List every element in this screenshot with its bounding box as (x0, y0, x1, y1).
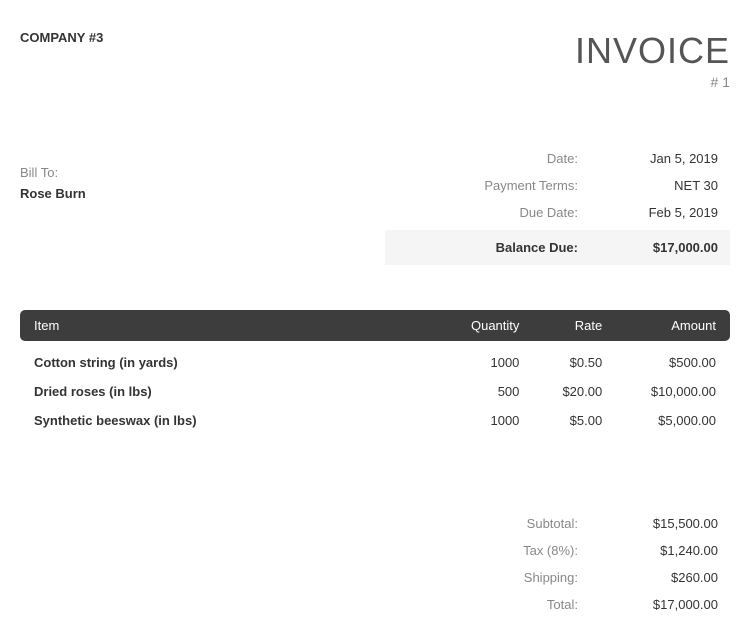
cell-item: Dried roses (in lbs) (20, 377, 440, 406)
table-row: Synthetic beeswax (in lbs) 1000 $5.00 $5… (20, 406, 730, 435)
info-section: Bill To: Rose Burn Date: Jan 5, 2019 Pay… (20, 145, 730, 265)
total-row: Total: $17,000.00 (385, 591, 730, 618)
cell-quantity: 1000 (440, 406, 533, 435)
table-header-row: Item Quantity Rate Amount (20, 310, 730, 341)
cell-quantity: 500 (440, 377, 533, 406)
cell-amount: $10,000.00 (616, 377, 730, 406)
meta-due-value: Feb 5, 2019 (618, 205, 718, 220)
cell-quantity: 1000 (440, 341, 533, 377)
subtotal-value: $15,500.00 (618, 516, 718, 531)
th-amount: Amount (616, 310, 730, 341)
totals-section: Subtotal: $15,500.00 Tax (8%): $1,240.00… (20, 510, 730, 618)
cell-rate: $0.50 (533, 341, 616, 377)
meta-terms-row: Payment Terms: NET 30 (385, 172, 730, 199)
meta-due-row: Due Date: Feb 5, 2019 (385, 199, 730, 226)
total-value: $17,000.00 (618, 597, 718, 612)
cell-item: Synthetic beeswax (in lbs) (20, 406, 440, 435)
bill-to: Bill To: Rose Burn (20, 145, 86, 201)
total-label: Total: (385, 597, 618, 612)
cell-amount: $5,000.00 (616, 406, 730, 435)
balance-value: $17,000.00 (618, 240, 718, 255)
balance-label: Balance Due: (385, 240, 618, 255)
meta-date-row: Date: Jan 5, 2019 (385, 145, 730, 172)
meta-terms-label: Payment Terms: (385, 178, 618, 193)
items-table: Item Quantity Rate Amount Cotton string … (20, 310, 730, 435)
totals-block: Subtotal: $15,500.00 Tax (8%): $1,240.00… (385, 510, 730, 618)
shipping-row: Shipping: $260.00 (385, 564, 730, 591)
shipping-value: $260.00 (618, 570, 718, 585)
meta-terms-value: NET 30 (618, 178, 718, 193)
bill-to-name: Rose Burn (20, 186, 86, 201)
cell-rate: $5.00 (533, 406, 616, 435)
invoice-title: INVOICE (575, 30, 730, 72)
invoice-number: # 1 (575, 74, 730, 90)
th-quantity: Quantity (440, 310, 533, 341)
tax-row: Tax (8%): $1,240.00 (385, 537, 730, 564)
cell-rate: $20.00 (533, 377, 616, 406)
cell-amount: $500.00 (616, 341, 730, 377)
table-row: Dried roses (in lbs) 500 $20.00 $10,000.… (20, 377, 730, 406)
cell-item: Cotton string (in yards) (20, 341, 440, 377)
th-rate: Rate (533, 310, 616, 341)
table-row: Cotton string (in yards) 1000 $0.50 $500… (20, 341, 730, 377)
meta-section: Date: Jan 5, 2019 Payment Terms: NET 30 … (385, 145, 730, 265)
meta-due-label: Due Date: (385, 205, 618, 220)
tax-value: $1,240.00 (618, 543, 718, 558)
balance-row: Balance Due: $17,000.00 (385, 230, 730, 265)
header: COMPANY #3 INVOICE # 1 (20, 30, 730, 90)
company-name: COMPANY #3 (20, 30, 103, 45)
invoice-title-block: INVOICE # 1 (575, 30, 730, 90)
th-item: Item (20, 310, 440, 341)
shipping-label: Shipping: (385, 570, 618, 585)
meta-date-label: Date: (385, 151, 618, 166)
subtotal-row: Subtotal: $15,500.00 (385, 510, 730, 537)
tax-label: Tax (8%): (385, 543, 618, 558)
meta-date-value: Jan 5, 2019 (618, 151, 718, 166)
subtotal-label: Subtotal: (385, 516, 618, 531)
bill-to-label: Bill To: (20, 165, 86, 180)
